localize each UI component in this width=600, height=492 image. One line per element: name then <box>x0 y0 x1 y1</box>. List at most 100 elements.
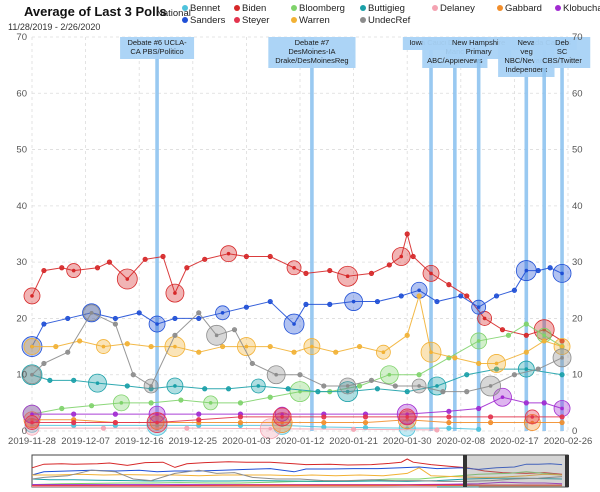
data-point[interactable] <box>368 377 375 383</box>
legend-item-undecref[interactable]: UndecRef <box>360 15 411 26</box>
data-point[interactable] <box>356 383 363 389</box>
data-point[interactable] <box>458 293 464 299</box>
data-point[interactable] <box>178 397 184 403</box>
data-point[interactable] <box>130 372 136 378</box>
legend-item-biden[interactable]: Biden <box>234 3 266 14</box>
data-point[interactable] <box>499 327 506 333</box>
data-point[interactable] <box>231 327 238 333</box>
data-point[interactable] <box>202 386 208 392</box>
data-point[interactable] <box>327 267 333 274</box>
legend-item-bennet[interactable]: Bennet <box>182 3 220 14</box>
data-point[interactable] <box>88 403 95 409</box>
data-point[interactable] <box>493 366 500 372</box>
data-point[interactable] <box>47 377 53 383</box>
data-point[interactable] <box>321 424 327 430</box>
data-point[interactable] <box>434 427 440 433</box>
legend-item-bloomberg[interactable]: Bloomberg <box>291 3 345 14</box>
data-point[interactable] <box>446 414 452 420</box>
data-point[interactable] <box>410 253 416 260</box>
scope-label[interactable]: National <box>156 8 191 19</box>
data-point[interactable] <box>196 310 202 316</box>
data-point[interactable] <box>404 388 410 395</box>
data-point[interactable] <box>77 338 83 344</box>
data-point[interactable] <box>65 315 71 322</box>
data-point[interactable] <box>237 400 244 406</box>
data-point[interactable] <box>511 372 518 378</box>
data-point[interactable] <box>487 414 494 420</box>
data-point[interactable] <box>184 425 190 431</box>
data-point[interactable] <box>243 304 249 310</box>
data-point[interactable] <box>321 414 327 420</box>
data-point[interactable] <box>65 349 71 355</box>
data-point[interactable] <box>219 343 226 350</box>
data-point[interactable] <box>362 414 369 420</box>
data-point[interactable] <box>523 332 529 338</box>
legend-item-delaney[interactable]: Delaney <box>432 3 475 14</box>
data-point[interactable] <box>196 411 202 417</box>
legend-item-steyer[interactable]: Steyer <box>234 15 269 26</box>
data-point[interactable] <box>267 253 273 260</box>
data-point[interactable] <box>148 400 154 406</box>
data-point[interactable] <box>196 315 202 322</box>
data-point[interactable] <box>505 332 512 338</box>
data-point[interactable] <box>511 287 518 293</box>
data-point[interactable] <box>535 366 541 372</box>
data-point[interactable] <box>321 419 327 426</box>
data-point[interactable] <box>142 256 148 262</box>
data-point[interactable] <box>446 282 452 288</box>
data-point[interactable] <box>446 408 452 414</box>
data-point[interactable] <box>303 301 309 307</box>
navigator-handle-right[interactable] <box>565 455 569 487</box>
event-2[interactable]: Iowa Caucus <box>402 37 460 431</box>
legend-item-warren[interactable]: Warren <box>291 15 330 26</box>
data-point[interactable] <box>440 388 446 395</box>
data-point[interactable] <box>541 338 547 344</box>
data-point[interactable] <box>416 372 422 378</box>
data-point[interactable] <box>541 400 547 406</box>
data-point[interactable] <box>559 419 565 426</box>
event-0[interactable]: Debate #6 UCLA-CA PBS/Politico <box>120 37 195 431</box>
data-point[interactable] <box>41 360 47 367</box>
data-point[interactable] <box>464 372 470 378</box>
data-point[interactable] <box>202 256 208 262</box>
data-point[interactable] <box>559 372 565 378</box>
data-point[interactable] <box>59 265 65 271</box>
data-point[interactable] <box>416 293 422 299</box>
data-point[interactable] <box>356 343 363 350</box>
data-point[interactable] <box>350 426 357 432</box>
data-point[interactable] <box>267 343 273 350</box>
data-point[interactable] <box>464 388 470 395</box>
navigator-handle-left[interactable] <box>463 455 467 487</box>
data-point[interactable] <box>172 315 178 322</box>
data-point[interactable] <box>297 372 303 378</box>
data-point[interactable] <box>160 253 166 260</box>
data-point[interactable] <box>100 425 107 431</box>
data-point[interactable] <box>196 349 202 355</box>
data-point[interactable] <box>446 419 452 426</box>
data-point[interactable] <box>547 265 553 271</box>
data-point[interactable] <box>71 377 77 383</box>
data-point[interactable] <box>321 383 327 389</box>
data-point[interactable] <box>476 426 482 432</box>
data-point[interactable] <box>291 349 297 355</box>
data-point[interactable] <box>285 386 291 392</box>
data-point[interactable] <box>535 267 541 274</box>
data-point[interactable] <box>267 298 273 305</box>
data-point[interactable] <box>124 341 130 347</box>
data-point[interactable] <box>476 360 482 367</box>
data-point[interactable] <box>106 259 113 265</box>
data-point[interactable] <box>184 265 190 271</box>
data-point[interactable] <box>303 270 309 276</box>
navigator-selection[interactable] <box>465 455 568 487</box>
data-point[interactable] <box>94 265 101 271</box>
data-point[interactable] <box>386 262 392 268</box>
data-point[interactable] <box>493 293 500 299</box>
data-point[interactable] <box>112 321 118 327</box>
data-point[interactable] <box>41 267 47 274</box>
data-point[interactable] <box>237 414 244 420</box>
legend-item-klobuchar[interactable]: Klobuchar <box>555 3 600 14</box>
data-point[interactable] <box>136 310 142 316</box>
data-point[interactable] <box>404 231 410 237</box>
